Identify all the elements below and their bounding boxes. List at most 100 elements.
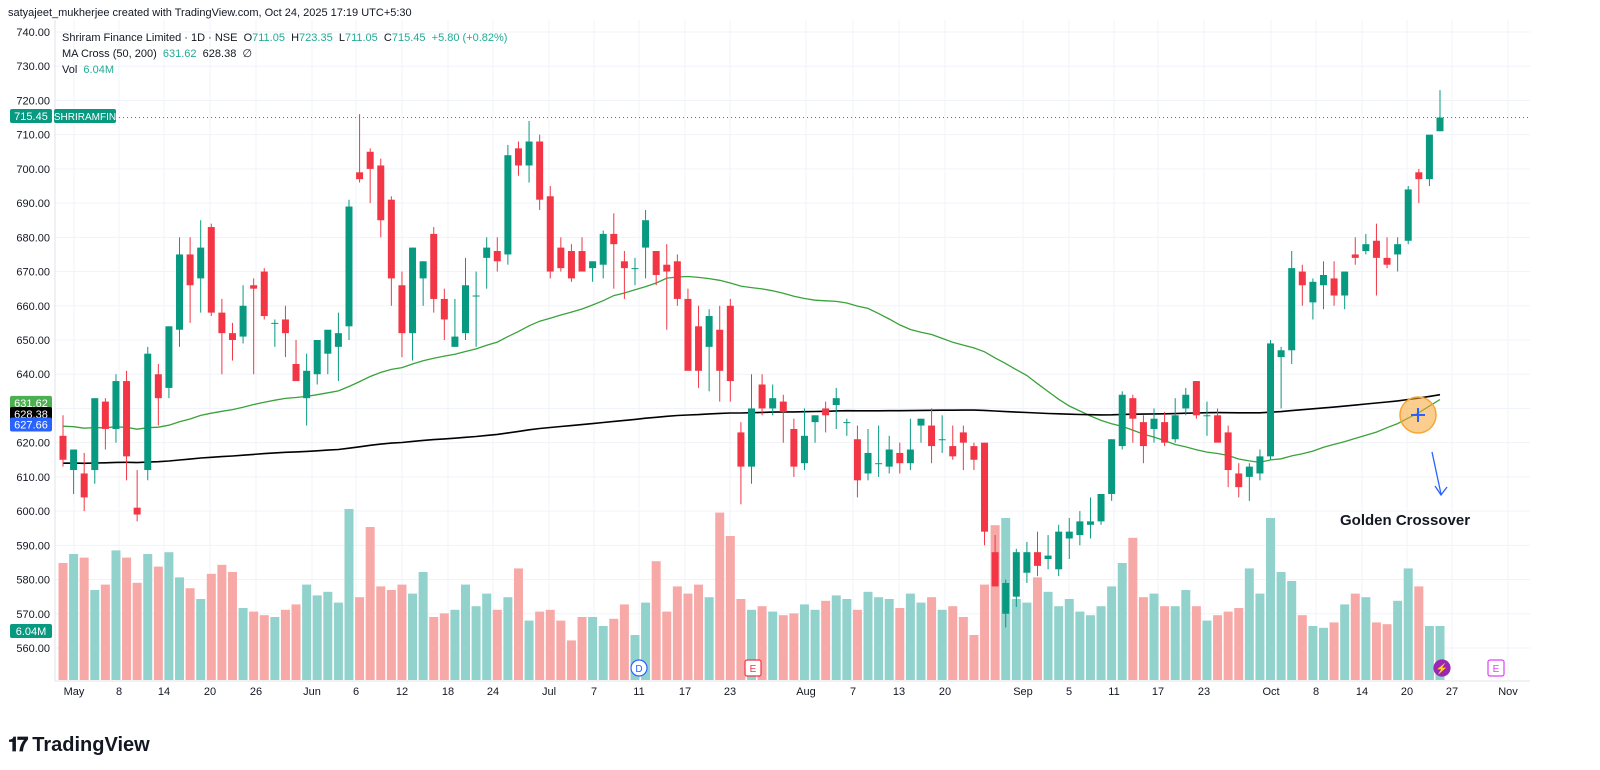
candle-body	[281, 319, 289, 334]
candle-body	[1436, 117, 1444, 132]
candle-body	[409, 247, 417, 334]
volume-bar	[418, 572, 428, 680]
volume-bar	[333, 602, 343, 680]
candle-body	[1267, 343, 1275, 457]
price-badge-label: 715.45	[14, 111, 48, 123]
golden-crossover-highlight	[1399, 396, 1448, 497]
volume-bar	[291, 604, 301, 680]
tradingview-logo-icon: 𝟏𝟕	[8, 734, 28, 756]
high-label: H	[291, 32, 300, 44]
volume-bar	[132, 582, 142, 680]
volume-bar	[1117, 563, 1127, 680]
ohlc-row[interactable]: Shriram Finance Limited · 1D · NSE O711.…	[62, 30, 507, 46]
candle-body	[1256, 456, 1264, 474]
volume-bar	[524, 620, 534, 680]
time-axis: May 8 14 20 26 Jun 6 12 18 24 Jul 7 11 17 23 Aug 7 13 20 Se…	[64, 686, 1519, 698]
candle-body	[779, 401, 787, 412]
volume-bar	[355, 597, 365, 680]
candle-body	[514, 148, 522, 166]
volume-bar	[397, 584, 407, 680]
candle-body	[853, 439, 861, 481]
candle-body	[843, 422, 851, 424]
candle-body	[387, 199, 395, 279]
candle-body	[1330, 278, 1338, 296]
candle-body	[334, 333, 342, 347]
candle-body	[1033, 552, 1041, 566]
volume-bar	[461, 584, 471, 680]
time-tick-label: 8	[116, 686, 122, 698]
candle-body	[398, 285, 406, 334]
volume-bar	[980, 584, 990, 680]
volume-bar	[990, 525, 1000, 680]
close-value: 715.45	[391, 32, 426, 44]
candle-body	[176, 254, 184, 330]
volume-bar	[566, 640, 576, 680]
volume-bar	[969, 635, 979, 680]
candle-body	[906, 449, 914, 464]
volume-bar	[694, 584, 704, 680]
volume-bar	[577, 617, 587, 680]
price-tick-label: 610.00	[16, 472, 50, 484]
volume-bar	[386, 590, 396, 680]
time-tick-label: 13	[893, 686, 905, 698]
candle-body	[239, 305, 247, 337]
candle-body	[1161, 422, 1169, 443]
volume-bar	[778, 615, 788, 680]
volume-bar	[810, 609, 820, 680]
candle-body	[504, 155, 512, 255]
candle-body	[1044, 555, 1052, 560]
ma-slow-value: 628.38	[202, 48, 237, 60]
price-tick-label: 580.00	[16, 575, 50, 587]
volume-bar	[1234, 608, 1244, 680]
time-tick-label: 23	[724, 686, 736, 698]
time-tick-label: 24	[487, 686, 499, 698]
time-tick-label: 17	[1152, 686, 1164, 698]
volume-bar	[1393, 600, 1403, 680]
volume-bar	[842, 599, 852, 680]
volume-bar	[1149, 593, 1159, 680]
candle-body	[620, 261, 628, 269]
candle-body	[228, 333, 236, 340]
candle-body	[123, 381, 131, 457]
volume-row[interactable]: Vol 6.04M	[62, 62, 507, 78]
candle-body	[758, 384, 766, 409]
volume-bar	[948, 606, 958, 680]
time-tick-label: 27	[1446, 686, 1458, 698]
ma-row[interactable]: MA Cross (50, 200) 631.62 628.38 ∅	[62, 46, 507, 62]
volume-bar	[1255, 593, 1265, 680]
volume-bar	[1043, 591, 1053, 680]
event-marker-label: E	[750, 664, 757, 675]
volume-bar	[916, 602, 926, 680]
candle-body	[705, 316, 713, 347]
volume-bar	[513, 568, 523, 680]
volume-bar	[344, 509, 354, 680]
price-tick-label: 730.00	[16, 61, 50, 73]
candle-body	[80, 473, 88, 498]
symbol-badge	[54, 109, 116, 124]
candle-body	[345, 206, 353, 327]
tradingview-brand[interactable]: 𝟏𝟕 TradingView	[8, 734, 150, 757]
price-badge-label: 6.04M	[16, 626, 47, 638]
candle-body	[578, 251, 586, 272]
candle-body	[186, 254, 194, 286]
volume-bar	[227, 572, 237, 680]
candle-body	[493, 251, 501, 262]
price-chart[interactable]: 560.00 570.00 580.00 590.00 600.00 610.00 620.…	[0, 0, 1600, 715]
candle-body	[1203, 415, 1211, 417]
volume-bar	[238, 608, 248, 680]
time-tick-label: Jun	[303, 686, 321, 698]
candle-body	[970, 446, 978, 460]
candle-body	[303, 370, 311, 399]
volume-bar	[1138, 597, 1148, 680]
candle-body	[1171, 415, 1179, 440]
volume-bar	[683, 593, 693, 680]
candle-body	[271, 322, 279, 324]
candle-body	[1214, 415, 1222, 443]
candle-body	[716, 329, 724, 371]
candle-body	[769, 398, 777, 409]
volume-bar	[662, 611, 672, 680]
time-tick-label: 20	[939, 686, 951, 698]
candle-body	[91, 398, 99, 471]
price-tick-label: 620.00	[16, 438, 50, 450]
low-value: 711.05	[344, 32, 378, 44]
